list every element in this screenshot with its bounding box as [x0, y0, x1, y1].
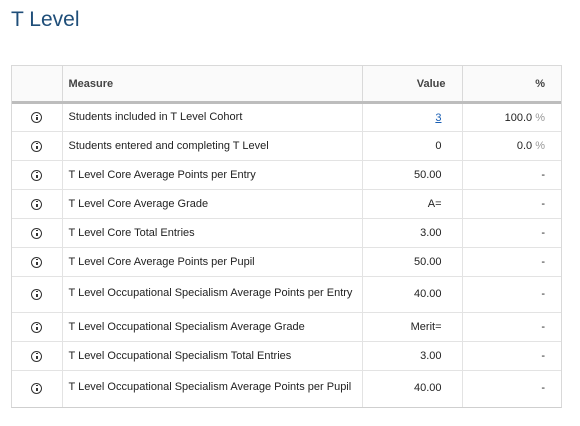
percent-value: - [541, 198, 545, 210]
measure-cell: T Level Occupational Specialism Average … [62, 312, 363, 342]
measures-table: Measure Value % Students included in T L… [11, 65, 562, 408]
percent-value: - [541, 382, 545, 394]
value-cell: 3.00 [362, 218, 463, 248]
row-info-cell [12, 341, 63, 371]
info-icon[interactable] [31, 350, 43, 362]
measure-cell: Students entered and completing T Level [62, 131, 363, 161]
percent-value: - [541, 288, 545, 300]
table-row: Students included in T Level Cohort 3 100.… [12, 102, 561, 132]
value-cell: 40.00 [362, 370, 463, 407]
percent-value: - [541, 256, 545, 268]
info-icon[interactable] [31, 169, 43, 181]
measure-cell: T Level Core Average Grade [62, 189, 363, 219]
percent-cell: - [462, 341, 561, 371]
row-info-cell [12, 131, 63, 161]
header-percent[interactable]: % [462, 66, 561, 104]
value-cell: 50.00 [362, 160, 463, 190]
row-info-cell [12, 102, 63, 132]
row-info-cell [12, 189, 63, 219]
value-cell: 50.00 [362, 247, 463, 277]
table-row: T Level Core Average Grade A= - [12, 189, 561, 219]
percent-cell: - [462, 218, 561, 248]
table-header-row: Measure Value % [12, 66, 561, 104]
percent-cell: - [462, 276, 561, 313]
measure-cell: T Level Occupational Specialism Average … [62, 276, 363, 313]
info-icon[interactable] [31, 112, 43, 124]
row-info-cell [12, 370, 63, 407]
percent-value: - [541, 350, 545, 362]
info-icon[interactable] [31, 382, 43, 394]
info-icon[interactable] [31, 198, 43, 210]
table-row: T Level Core Average Points per Pupil 50.… [12, 247, 561, 277]
table-row: T Level Core Total Entries 3.00 - [12, 218, 561, 248]
value-link[interactable]: 3 [435, 111, 442, 124]
percent-value: - [541, 227, 545, 239]
row-info-cell [12, 160, 63, 190]
percent-unit: % [535, 111, 545, 124]
measure-cell: T Level Occupational Specialism Total En… [62, 341, 363, 371]
measure-cell: T Level Core Average Points per Pupil [62, 247, 363, 277]
measure-cell: T Level Core Total Entries [62, 218, 363, 248]
row-info-cell [12, 218, 63, 248]
percent-cell: - [462, 160, 561, 190]
percent-value: - [541, 169, 545, 181]
value-cell: 3.00 [362, 341, 463, 371]
value-cell: Merit= [362, 312, 463, 342]
table-row: Students entered and completing T Level 0… [12, 131, 561, 161]
percent-value: - [541, 321, 545, 333]
row-info-cell [12, 276, 63, 313]
info-icon[interactable] [31, 321, 43, 333]
value-cell: 0 [362, 131, 463, 161]
info-icon[interactable] [31, 288, 43, 300]
measure-cell: T Level Occupational Specialism Average … [62, 370, 363, 407]
percent-value: 0.0 [516, 140, 533, 152]
percent-cell: 0.0 % [462, 131, 561, 161]
header-measure[interactable]: Measure [62, 66, 363, 104]
page-title: T Level [11, 8, 80, 31]
measure-cell: T Level Core Average Points per Entry [62, 160, 363, 190]
table-row: T Level Occupational Specialism Total En… [12, 341, 561, 371]
table-row: T Level Occupational Specialism Average … [12, 312, 561, 342]
header-icon-column [12, 66, 63, 104]
value-cell: 40.00 [362, 276, 463, 313]
percent-unit: % [535, 140, 545, 152]
percent-cell: - [462, 247, 561, 277]
table-row: T Level Occupational Specialism Average … [12, 276, 561, 313]
percent-cell: 100.0 % [462, 102, 561, 132]
info-icon[interactable] [31, 227, 43, 239]
row-info-cell [12, 247, 63, 277]
percent-value: 100.0 [504, 111, 533, 124]
info-icon[interactable] [31, 256, 43, 268]
percent-cell: - [462, 312, 561, 342]
table-row: T Level Core Average Points per Entry 50.… [12, 160, 561, 190]
measure-cell: Students included in T Level Cohort [62, 102, 363, 132]
header-value[interactable]: Value [362, 66, 463, 104]
value-cell: 3 [362, 102, 463, 132]
percent-cell: - [462, 189, 561, 219]
table-row: T Level Occupational Specialism Average … [12, 370, 561, 407]
value-cell: A= [362, 189, 463, 219]
percent-cell: - [462, 371, 561, 407]
row-info-cell [12, 312, 63, 342]
info-icon[interactable] [31, 140, 43, 152]
